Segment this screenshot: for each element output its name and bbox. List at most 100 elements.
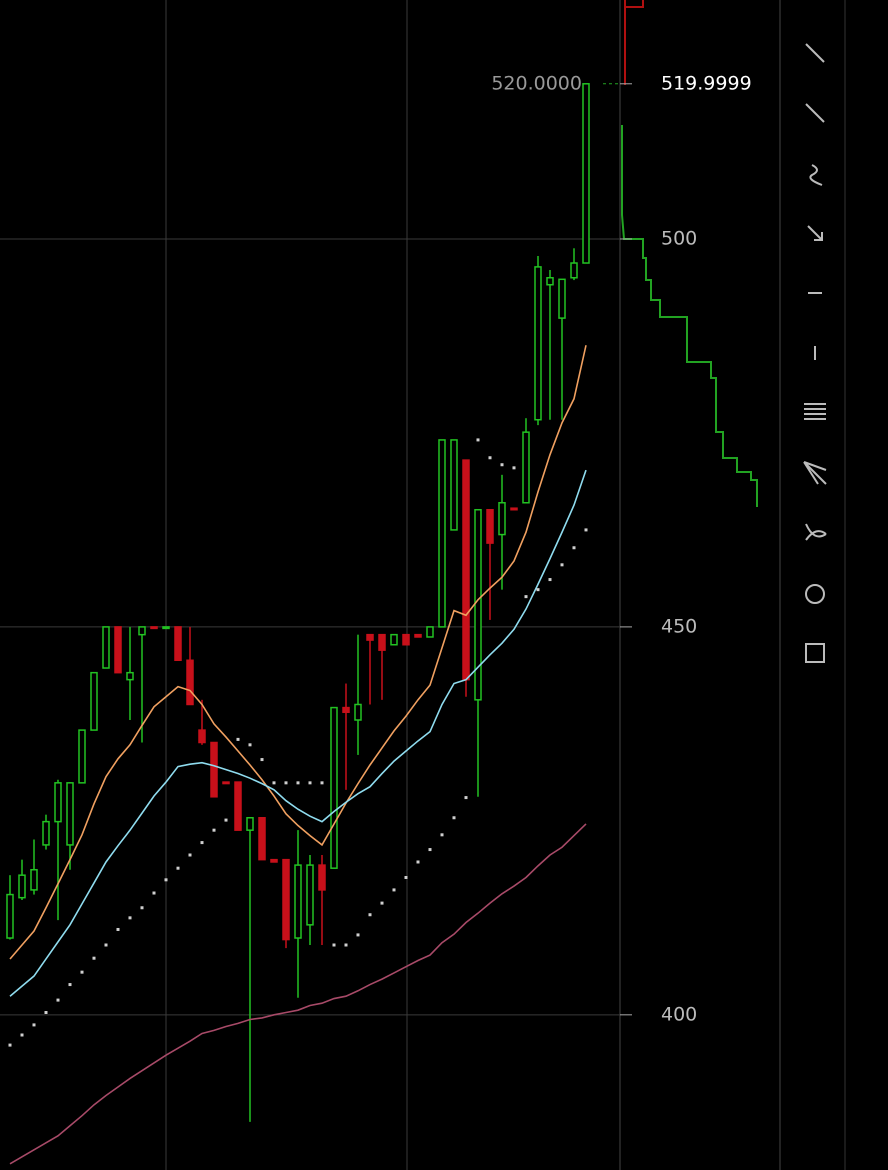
candle-body	[438, 439, 446, 628]
sar-dot	[104, 943, 108, 947]
sar-dot	[572, 546, 576, 550]
arc-tool[interactable]	[805, 523, 827, 541]
sar-dot	[44, 1011, 48, 1014]
sar-dot	[92, 956, 96, 960]
toolbar	[803, 43, 827, 663]
sar-dot	[512, 466, 516, 470]
candle-body	[150, 626, 158, 630]
sar-dot	[296, 781, 300, 785]
sar-dot	[128, 916, 132, 920]
y-tick-label: 400	[661, 1003, 697, 1025]
sar-dot	[416, 860, 420, 864]
candle-body	[258, 817, 266, 861]
candle-body	[30, 868, 38, 891]
moving-average	[9, 469, 587, 997]
candle-body	[354, 703, 362, 721]
sar-dot	[380, 901, 384, 905]
candle-body	[582, 83, 590, 264]
sar-dot	[524, 595, 528, 599]
candle-body	[90, 671, 98, 731]
candle-body	[474, 508, 482, 701]
y-tick-label: 450	[661, 615, 697, 637]
candle-body	[426, 626, 434, 638]
sar-dot	[284, 781, 288, 785]
candle-body	[198, 729, 206, 744]
sar-dot	[308, 781, 312, 785]
curve-tool[interactable]	[809, 164, 823, 186]
y-tick-label: 500	[661, 227, 697, 249]
sar-dot	[332, 943, 336, 947]
sar-dot	[152, 891, 156, 895]
sar-dot	[68, 983, 72, 987]
sar-dot	[560, 563, 564, 567]
candle-body	[366, 633, 374, 641]
sar-dot	[32, 1023, 36, 1027]
sar-dot	[464, 796, 468, 800]
trendline-tool[interactable]	[805, 43, 825, 63]
sar-dot	[20, 1033, 24, 1037]
sar-dot	[164, 878, 168, 882]
candle-body	[174, 626, 182, 662]
ask-depth	[624, 0, 644, 85]
sar-dot	[452, 816, 456, 820]
candle-body	[18, 874, 26, 899]
candle-body	[546, 277, 554, 286]
candle-body	[390, 633, 398, 646]
sar-dot	[476, 438, 480, 442]
sar-dot	[404, 876, 408, 879]
candle-body	[6, 893, 14, 939]
candle-body	[186, 659, 194, 706]
bid-depth	[621, 125, 758, 507]
sar-dot	[356, 933, 360, 937]
sar-dot	[536, 588, 540, 592]
sar-dot	[212, 828, 216, 832]
sar-dot	[440, 833, 444, 837]
sar-dot	[248, 743, 252, 747]
sar-dot	[548, 578, 552, 582]
candle-body	[534, 266, 542, 421]
candle-body	[486, 508, 494, 544]
sar-dot	[8, 1043, 12, 1047]
candle-body	[378, 633, 386, 651]
moving-average	[9, 345, 587, 960]
sar-dot	[56, 998, 60, 1002]
sar-dot	[488, 456, 492, 460]
candle-body	[558, 278, 566, 319]
ray-tool[interactable]	[805, 103, 825, 123]
sar-dot	[188, 853, 192, 857]
candle-body	[114, 626, 122, 674]
rectangle-tool[interactable]	[805, 643, 825, 663]
candle-body	[306, 864, 314, 926]
candle-body	[42, 820, 50, 846]
high-marker-label: 520.0000	[491, 72, 582, 94]
last-price-label: 519.9999	[661, 72, 752, 94]
candle-body	[162, 626, 170, 630]
sar-dot	[320, 781, 324, 785]
candle-body	[414, 633, 422, 638]
fan-tool[interactable]	[803, 461, 827, 485]
circle-tool[interactable]	[805, 584, 825, 604]
sar-dot	[224, 818, 228, 822]
sar-dot	[584, 528, 588, 532]
candle-body	[318, 864, 326, 891]
sar-dot	[368, 913, 372, 917]
candle-body	[234, 781, 242, 831]
candle-body	[450, 439, 458, 531]
candle-body	[270, 858, 278, 863]
candle-body	[510, 507, 518, 511]
sar-dot	[500, 463, 504, 467]
arrow-tool[interactable]	[807, 225, 823, 241]
candle-body	[210, 741, 218, 798]
candle-body	[342, 706, 350, 713]
candle-body	[222, 781, 230, 785]
candle-body	[54, 782, 62, 823]
price-axis: 400 450 500 519.9999	[620, 72, 752, 1025]
candle-body	[462, 459, 470, 681]
fib-tool[interactable]	[804, 403, 826, 420]
candle-body	[522, 431, 530, 504]
sar-dot	[116, 927, 120, 931]
sar-dot	[176, 866, 180, 870]
candle-body	[570, 262, 578, 279]
candle-body	[138, 626, 146, 636]
